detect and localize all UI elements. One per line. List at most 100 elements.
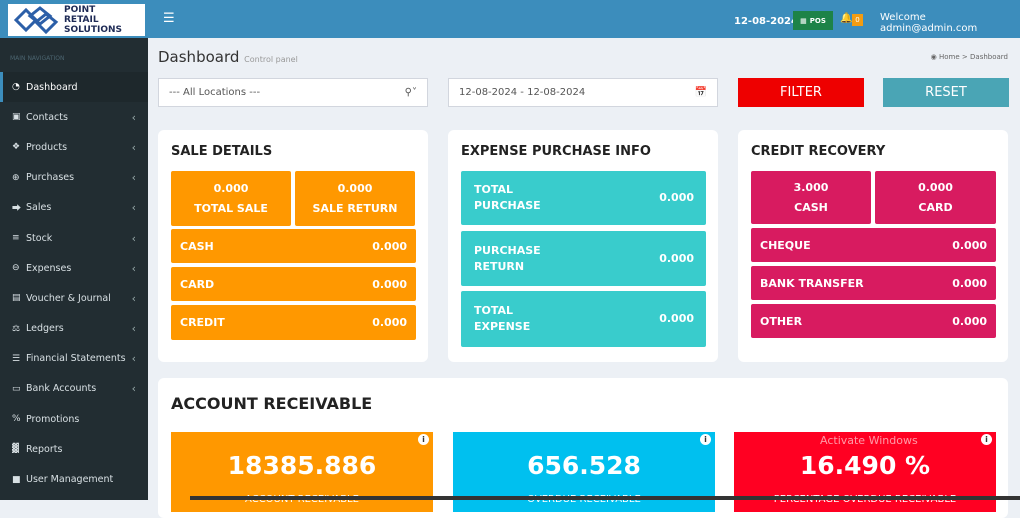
database-icon: ≡ (12, 233, 20, 244)
value: 0.000 (213, 182, 249, 195)
sidebar-item-label: User Management (26, 474, 114, 486)
sidebar-item-expenses[interactable]: ⊖ Expenses ‹ (0, 253, 148, 283)
notification-badge: 0 (852, 14, 863, 26)
info-icon[interactable]: i (418, 434, 429, 445)
sidebar-item-bank-accounts[interactable]: ▭ Bank Accounts ‹ (0, 374, 148, 404)
value: 0.000 (952, 276, 987, 290)
total-expense-box: TOTAL EXPENSE 0.000 (461, 291, 706, 347)
sidebar-item-sales[interactable]: ⮕ Sales ‹ (0, 193, 148, 223)
chevron-left-icon: ‹ (131, 291, 136, 305)
sidebar-item-label: Voucher & Journal (26, 292, 111, 304)
label: TOTAL EXPENSE (474, 304, 531, 333)
cash-row: CASH 0.000 (171, 229, 416, 263)
horizontal-scrollbar[interactable] (190, 496, 1020, 500)
sidebar-item-promotions[interactable]: % Promotions (0, 404, 148, 434)
date-range-value: 12-08-2024 - 12-08-2024 (459, 87, 586, 98)
sidebar-item-label: Stock (26, 232, 53, 244)
label: BANK TRANSFER (760, 276, 864, 290)
value: 0.000 (918, 181, 953, 194)
breadcrumb-home[interactable]: Home (939, 53, 960, 61)
filter-button[interactable]: FILTER (738, 78, 864, 107)
page-subtitle: Control panel (244, 55, 298, 64)
sidebar-item-voucher-journal[interactable]: ▤ Voucher & Journal ‹ (0, 283, 148, 313)
panel-title: EXPENSE PURCHASE INFO (461, 144, 651, 159)
value: 0.000 (659, 191, 694, 204)
sidebar-item-purchases[interactable]: ⊕ Purchases ‹ (0, 163, 148, 193)
location-select[interactable]: --- All Locations --- ⚲˅ (158, 78, 428, 107)
balance-icon: ⚖ (12, 323, 21, 334)
breadcrumb: ◉ Home > Dashboard (930, 53, 1008, 61)
logo[interactable]: POINT RETAIL SOLUTIONS (8, 4, 145, 36)
label: CASH (794, 201, 828, 214)
sidebar-item-label: Promotions (26, 413, 80, 425)
user-menu[interactable]: Welcome admin@admin.com (880, 12, 978, 34)
sidebar-item-user-management[interactable]: ■ User Management (0, 464, 148, 494)
bank-transfer-row: BANK TRANSFER 0.000 (751, 266, 996, 300)
chevron-left-icon: ‹ (131, 201, 136, 215)
sidebar-item-financial-statements[interactable]: ☰ Financial Statements ‹ (0, 344, 148, 374)
hamburger-icon[interactable]: ☰ (163, 11, 175, 26)
label: CARD (918, 201, 953, 214)
pos-button[interactable]: ▦ POS (793, 11, 833, 30)
sidebar-item-reports[interactable]: ▓ Reports (0, 434, 148, 464)
sidebar-item-contacts[interactable]: ▣ Contacts ‹ (0, 102, 148, 132)
sidebar-item-label: Dashboard (26, 81, 78, 93)
watermark: Activate Windows (820, 434, 918, 447)
book-icon: ▤ (12, 293, 21, 304)
logo-text-line: SOLUTIONS (64, 25, 123, 35)
credit-row: CREDIT 0.000 (171, 305, 416, 340)
chevron-left-icon: ‹ (131, 171, 136, 185)
sidebar-item-label: Contacts (26, 111, 68, 123)
date-range-input[interactable]: 12-08-2024 - 12-08-2024 📅 (448, 78, 718, 107)
sidebar-item-stock[interactable]: ≡ Stock ‹ (0, 223, 148, 253)
value: 0.000 (659, 312, 694, 325)
sidebar-item-label: Ledgers (26, 323, 64, 335)
calendar-icon: 📅 (694, 87, 707, 98)
dashboard-icon: ◔ (12, 82, 20, 93)
breadcrumb-current: Dashboard (970, 53, 1008, 61)
chevron-left-icon: ‹ (131, 140, 136, 154)
sidebar-item-label: Expenses (26, 262, 72, 274)
page-title-text: Dashboard (158, 48, 240, 66)
sidebar-item-label: Financial Statements (26, 353, 126, 365)
value: 0.000 (372, 316, 407, 329)
other-row: OTHER 0.000 (751, 304, 996, 338)
chevron-left-icon: ‹ (131, 322, 136, 336)
reset-button[interactable]: RESET (883, 78, 1009, 107)
top-navbar: POINT RETAIL SOLUTIONS ☰ 12-08-2024 ▦ POS 🔔… (0, 0, 1020, 38)
cubes-icon: ❖ (12, 142, 21, 153)
label: CASH (180, 239, 214, 253)
sidebar-item-label: Purchases (26, 172, 75, 184)
sidebar-item-ledgers[interactable]: ⚖ Ledgers ‹ (0, 314, 148, 344)
credit-card-box: 0.000 CARD (875, 171, 996, 224)
user-icon: ■ (12, 474, 21, 485)
logo-text-line: RETAIL (64, 15, 99, 25)
total-sale-box: 0.000 TOTAL SALE (171, 171, 291, 226)
value: 0.000 (372, 239, 407, 253)
sidebar-item-label: Sales (26, 202, 52, 214)
page-title: Dashboard Control panel (158, 48, 298, 66)
sidebar-item-dashboard[interactable]: ◔ Dashboard (0, 72, 148, 103)
pos-label: POS (809, 16, 826, 25)
info-icon[interactable]: i (981, 434, 992, 445)
sale-return-box: 0.000 SALE RETURN (295, 171, 415, 226)
total-purchase-box: TOTAL PURCHASE 0.000 (461, 171, 706, 225)
bell-icon[interactable]: 🔔 (840, 13, 853, 24)
money-icon: ▭ (12, 383, 21, 394)
label: PURCHASE RETURN (474, 243, 541, 273)
label: TOTAL SALE (194, 202, 268, 215)
chevron-left-icon: ‹ (131, 231, 136, 245)
sidebar-item-products[interactable]: ❖ Products ‹ (0, 132, 148, 162)
card-value: 18385.886 (227, 451, 377, 480)
sale-details-panel: SALE DETAILS 0.000 TOTAL SALE 0.000 SALE R… (158, 130, 428, 362)
card-row: CARD 0.000 (171, 267, 416, 301)
grid-icon: ▦ (800, 16, 807, 25)
value: 0.000 (372, 277, 407, 291)
info-icon[interactable]: i (700, 434, 711, 445)
sidebar-item-label: Bank Accounts (26, 383, 97, 395)
cheque-row: CHEQUE 0.000 (751, 228, 996, 262)
value: 0.000 (659, 251, 694, 265)
purchase-return-box: PURCHASE RETURN 0.000 (461, 231, 706, 286)
